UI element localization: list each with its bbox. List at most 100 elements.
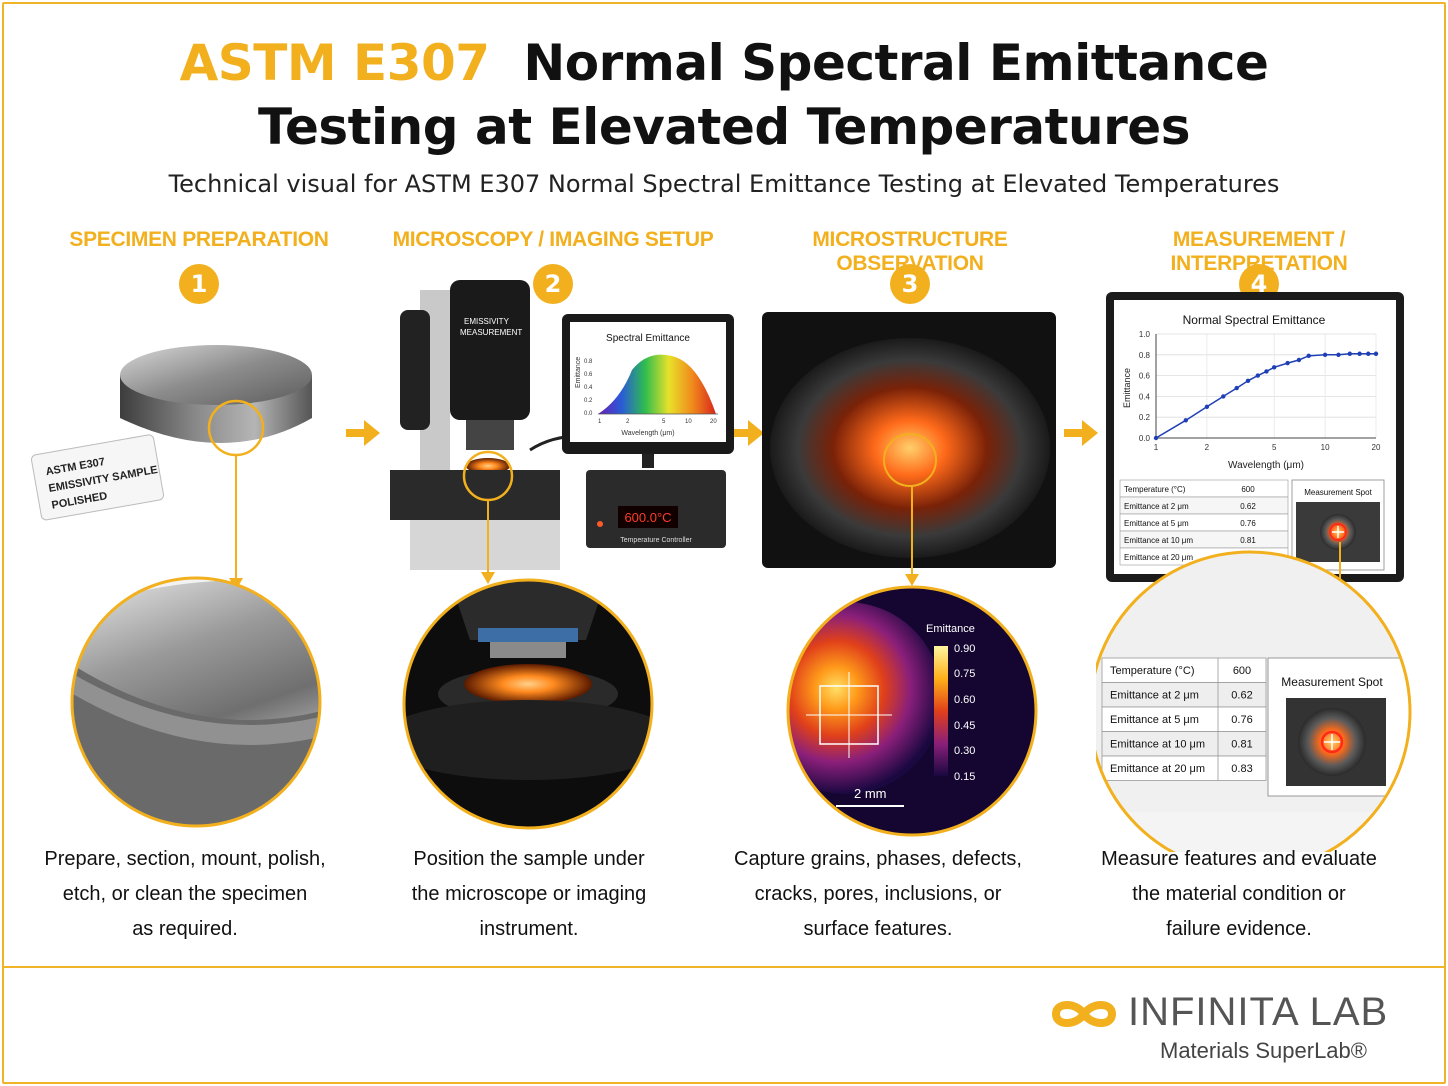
emissivity-camera — [450, 280, 530, 420]
zoom-circle-ring — [70, 576, 322, 828]
step-2-badge: 2 — [533, 264, 573, 304]
zoom-circle-ring — [402, 578, 654, 830]
zoom-circle-ring — [1096, 550, 1412, 852]
legend-tick: 0.90 — [954, 643, 975, 655]
large-spot-target-icon — [1320, 730, 1344, 754]
flow-arrow-1-icon — [346, 420, 380, 446]
spectral-xtick: 2 — [626, 419, 630, 425]
chart-ylabel: Emittance — [1122, 368, 1132, 408]
thermal-legend-ticks: 0.90 0.75 0.60 0.45 0.30 0.15 — [954, 643, 975, 783]
micrograph-callout-ring — [883, 433, 937, 487]
large-table-label: Emittance at 2 μm — [1110, 690, 1199, 702]
chart-ticks: 0.0 0.2 0.4 0.6 0.8 1.0 1 2 5 10 20 — [1139, 330, 1381, 452]
y-tick-label: 0.6 — [1139, 372, 1151, 381]
small-table-value: 600 — [1241, 485, 1255, 494]
step-1-illustration: ASTM E307 EMISSIVITY SAMPLE POLISHED — [31, 345, 322, 828]
desc-line: Measure features and evaluate — [1101, 848, 1377, 870]
data-point — [1373, 351, 1379, 356]
micrograph-hotspot — [770, 338, 1050, 558]
legend-tick: 0.75 — [954, 668, 975, 680]
desc-line: cracks, pores, inclusions, or — [754, 883, 1002, 905]
small-table-value: 0.62 — [1240, 502, 1256, 511]
desc-line: failure evidence. — [1166, 918, 1312, 940]
chart-title: Normal Spectral Emittance — [1183, 313, 1326, 327]
large-table-row — [1101, 755, 1267, 781]
zoom-circle-ring — [786, 585, 1038, 837]
page-subtitle: Technical visual for ASTM E307 Normal Sp… — [168, 170, 1280, 198]
y-tick-label: 0.0 — [1139, 434, 1151, 443]
controller-label: Temperature Controller — [620, 537, 692, 544]
chart-series — [1153, 351, 1379, 441]
step-4-description: Measure features and evaluate the materi… — [1074, 842, 1404, 947]
spectral-yticks: 0.0 0.2 0.4 0.6 0.8 — [584, 359, 593, 417]
step-1-description: Prepare, section, mount, polish, etch, o… — [20, 842, 350, 947]
small-spot-target-icon — [1329, 523, 1347, 541]
legend-tick: 0.60 — [954, 694, 975, 706]
step-2-description: Position the sample under the microscope… — [364, 842, 694, 947]
small-table-label: Emittance at 20 μm — [1124, 553, 1193, 562]
data-point — [1336, 352, 1341, 357]
logo-tagline: Materials SuperLab® — [1160, 1038, 1367, 1063]
large-table-row — [1101, 682, 1267, 708]
step-3-description: Capture grains, phases, defects, cracks,… — [713, 842, 1043, 947]
scale-bar-label: 2 mm — [854, 786, 887, 801]
data-point — [1264, 369, 1269, 374]
data-point — [1296, 357, 1302, 363]
flow-arrow-2-icon — [730, 420, 764, 446]
specimen-disc-top — [120, 345, 312, 405]
spectral-xlabel: Wavelength (μm) — [621, 430, 674, 437]
large-table-row — [1101, 706, 1267, 732]
large-table-label: Emittance at 5 μm — [1110, 714, 1199, 726]
large-table-label: Emittance at 10 μm — [1110, 739, 1205, 751]
large-table-row — [1101, 731, 1267, 757]
sample-label-card: ASTM E307 EMISSIVITY SAMPLE POLISHED — [31, 434, 165, 521]
spectral-monitor-title: Spectral Emittance — [606, 333, 690, 344]
data-point — [1306, 353, 1311, 359]
x-tick-label: 20 — [1372, 443, 1381, 452]
title-accent: ASTM E307 — [179, 34, 491, 92]
controller-reading: 600.0°C — [624, 510, 671, 525]
logo-name: INFINITA LAB — [1128, 990, 1389, 1034]
small-table-label: Emittance at 5 μm — [1124, 519, 1189, 528]
data-point — [1347, 351, 1353, 356]
small-table-value: 0.76 — [1240, 519, 1256, 528]
desc-line: Capture grains, phases, defects, — [734, 848, 1022, 870]
legend-tick: 0.30 — [954, 745, 975, 757]
spectral-ytick: 0.4 — [584, 385, 593, 391]
microscope-cable-housing — [400, 310, 430, 430]
x-tick-label: 10 — [1321, 443, 1330, 452]
data-point — [1255, 373, 1261, 378]
page-title-line-1: ASTM E307 Normal Spectral Emittance — [0, 34, 1448, 92]
spectral-xtick: 1 — [598, 419, 602, 425]
thermal-legend-title: Emittance — [926, 623, 975, 635]
large-table-value: 0.83 — [1231, 763, 1252, 775]
step-1-title: SPECIMEN PREPARATION — [69, 228, 329, 251]
data-point — [1183, 418, 1188, 423]
data-point — [1234, 385, 1239, 391]
spectral-ytick: 0.0 — [584, 411, 593, 417]
spectral-ytick: 0.2 — [584, 398, 593, 404]
large-table-value: 600 — [1233, 665, 1251, 677]
microscope-base — [410, 520, 560, 570]
large-table-label: Temperature (°C) — [1110, 665, 1194, 677]
x-tick-label: 5 — [1272, 443, 1277, 452]
footer-divider — [2, 966, 1446, 968]
objective-lens — [466, 420, 514, 450]
desc-line: instrument. — [479, 918, 579, 940]
micrograph-callout-arrow-icon — [905, 574, 919, 586]
controller-display — [618, 506, 678, 528]
camera-label-line-2: MEASUREMENT — [460, 328, 522, 337]
x-tick-label: 1 — [1154, 443, 1159, 452]
chart-xlabel: Wavelength (μm) — [1228, 460, 1304, 471]
spectral-xtick: 20 — [710, 419, 717, 425]
spectral-xtick: 10 — [685, 419, 692, 425]
data-point — [1322, 352, 1328, 357]
data-point — [1357, 351, 1362, 356]
spectrum-area — [598, 354, 716, 414]
legend-tick: 0.15 — [954, 771, 975, 783]
data-point — [1285, 360, 1290, 366]
y-tick-label: 1.0 — [1139, 330, 1151, 339]
step-2-illustration: EMISSIVITY MEASUREMENT Spectral Emittanc… — [390, 280, 734, 830]
stage-callout-arrow-icon — [481, 572, 495, 584]
